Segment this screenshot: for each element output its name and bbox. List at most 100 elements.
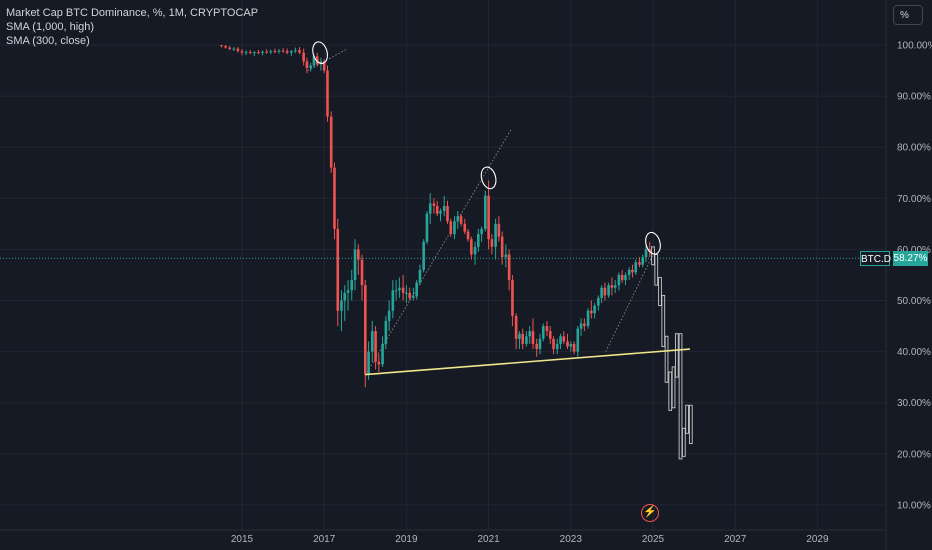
candle (220, 45, 223, 47)
candle (269, 51, 273, 53)
candle (459, 216, 463, 224)
y-tick-label: 30.00% (897, 398, 931, 409)
candle (487, 195, 490, 240)
candle (610, 285, 614, 288)
candle (590, 310, 593, 314)
candle (620, 274, 624, 281)
projection-bar (658, 277, 662, 307)
candle (446, 205, 449, 222)
candle (627, 269, 631, 275)
candle (583, 323, 586, 327)
projection-bar (654, 254, 659, 286)
candle (367, 351, 370, 375)
projection-bar (681, 427, 686, 457)
candle (228, 47, 231, 50)
y-tick-label: 100.00% (897, 41, 932, 52)
candle (265, 51, 268, 53)
projection-bar (678, 333, 683, 460)
candle (566, 341, 569, 347)
candle (401, 287, 405, 293)
candle (497, 223, 501, 237)
dotted-trendline (605, 254, 654, 352)
projection-bar (668, 371, 673, 411)
candle (470, 239, 473, 255)
candle (418, 269, 422, 283)
candle (600, 287, 603, 298)
candle (525, 336, 528, 344)
annotation-circle[interactable] (643, 231, 662, 256)
candle (248, 52, 252, 54)
candle (357, 249, 360, 260)
candle (285, 51, 289, 53)
candle (552, 338, 555, 350)
candle (555, 343, 559, 350)
candle (336, 228, 340, 311)
candle (453, 221, 456, 235)
chart-legend: Market Cap BTC Dominance, %, 1M, CRYPTOC… (6, 6, 258, 48)
candle (405, 292, 408, 294)
y-tick-label: 70.00% (897, 194, 931, 205)
candle (315, 56, 319, 65)
candle (224, 46, 227, 48)
x-tick-label: 2019 (395, 534, 418, 545)
candle (466, 231, 470, 240)
candle (394, 290, 398, 292)
candle (511, 280, 514, 316)
candle (412, 296, 415, 298)
projection-bar (651, 246, 655, 266)
legend-indicator-sma-300[interactable]: SMA (300, close) (6, 35, 90, 47)
candle (576, 328, 580, 352)
candle (531, 331, 535, 344)
candle (480, 228, 483, 235)
candle (302, 52, 305, 62)
legend-title: Market Cap BTC Dominance, %, 1M, CRYPTOC… (6, 7, 259, 19)
projection-bar (661, 294, 666, 347)
projection-bar (664, 335, 669, 383)
candle (514, 315, 518, 339)
candle (562, 336, 566, 342)
candle (456, 216, 460, 222)
candle (432, 203, 436, 206)
candle (613, 285, 617, 288)
candle (387, 310, 391, 321)
x-tick-label: 2015 (231, 534, 254, 545)
candle (449, 221, 453, 235)
candle (273, 51, 277, 53)
candle (439, 211, 442, 214)
annotation-circle[interactable] (310, 40, 329, 65)
support-trendline[interactable] (365, 348, 691, 376)
y-tick-label: 60.00% (897, 245, 931, 256)
symbol-price-tag: BTC.D (860, 251, 891, 266)
candle (572, 343, 576, 352)
candle (435, 205, 439, 214)
candle (257, 52, 260, 54)
percent-scale-button[interactable]: % (893, 5, 923, 25)
candle (391, 290, 395, 311)
candle (631, 269, 634, 273)
lightning-icon[interactable]: ⚡ (641, 504, 659, 522)
legend-indicator-sma-1000[interactable]: SMA (1,000, high) (6, 21, 95, 33)
candle (322, 61, 326, 71)
candle (504, 254, 508, 258)
candle (473, 246, 477, 255)
candle (624, 274, 627, 281)
candle (586, 310, 590, 327)
candle (326, 70, 329, 117)
candle (240, 51, 244, 53)
dotted-trendline (367, 129, 512, 373)
candle (343, 292, 347, 301)
candle (253, 52, 256, 54)
candle (634, 262, 638, 273)
candle (428, 203, 432, 214)
candle (422, 241, 425, 270)
annotation-circle[interactable] (479, 165, 498, 190)
y-tick-label: 80.00% (897, 143, 931, 154)
candle (353, 249, 357, 281)
y-tick-label: 20.00% (897, 449, 931, 460)
candle (290, 51, 293, 53)
candle (309, 65, 312, 68)
candle (329, 116, 333, 168)
candle (360, 259, 364, 286)
candle (350, 280, 354, 291)
